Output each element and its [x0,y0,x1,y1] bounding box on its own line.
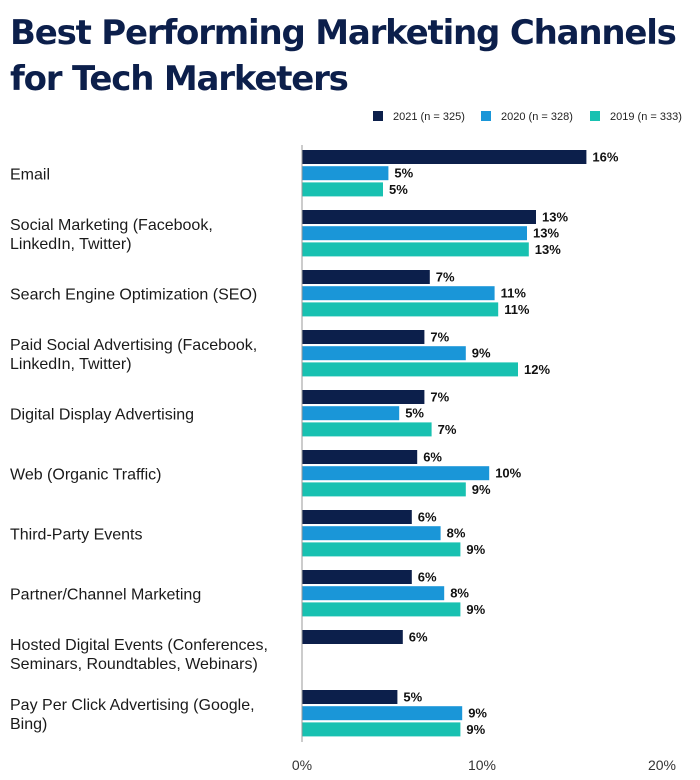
bar-1-0 [302,210,536,224]
category-label-line: Digital Display Advertising [10,406,194,423]
legend-label: 2019 (n = 333) [610,111,682,123]
category-label: Pay Per Click Advertising (Google, Bing) [10,697,255,733]
value-label: 9% [472,346,491,361]
value-label: 12% [524,362,550,377]
category-label: Third-Party Events [10,526,142,543]
category-label: Paid Social Advertising (Facebook, Linked… [10,337,257,373]
bar-5-2 [302,482,466,497]
value-label: 5% [394,166,413,181]
category-label-line: Third-Party Events [10,526,142,543]
x-tick-label: 10% [468,757,496,773]
value-label: 5% [405,406,424,421]
value-label: 6% [423,450,442,465]
bar-7-0 [302,570,412,584]
bar-9-1 [302,706,463,721]
bar-2-0 [302,270,430,284]
bar-6-2 [302,542,461,557]
category-label: Social Marketing (Facebook, LinkedIn, Twi… [10,217,213,253]
chart-title-line-1: Best Performing Marketing Channels [10,13,677,53]
value-label: 9% [468,706,487,721]
legend-swatch [373,111,383,121]
value-label: 10% [495,466,521,481]
category-label-line: Bing) [10,716,47,733]
value-label: 9% [466,602,485,617]
value-label: 7% [430,390,449,405]
value-label: 11% [504,302,530,317]
bar-3-0 [302,330,425,344]
value-label: 6% [409,630,428,645]
category-label-line: Web (Organic Traffic) [10,466,161,483]
value-label: 6% [418,570,437,585]
category-label-line: Pay Per Click Advertising (Google, [10,697,255,714]
legend-label: 2021 (n = 325) [393,111,465,123]
category-label: Partner/Channel Marketing [10,586,201,603]
bar-5-0 [302,450,418,464]
legend-swatch [590,111,600,121]
value-label: 13% [535,242,561,257]
value-label: 8% [450,586,469,601]
bar-9-0 [302,690,398,704]
value-labels: 16%5%5%13%13%13%7%11%11%7%9%12%7%5%7%6%1… [389,150,619,737]
bar-8-0 [302,630,403,644]
value-label: 9% [472,482,491,497]
bar-6-1 [302,526,441,541]
legend-label: 2020 (n = 328) [501,111,573,123]
category-labels: Email Social Marketing (Facebook, LinkedIn… [10,166,268,733]
category-label-line: Email [10,166,50,183]
value-label: 16% [592,150,618,165]
category-label-line: Partner/Channel Marketing [10,586,201,603]
bar-2-2 [302,302,499,317]
x-axis-ticks: 0% 10% 20% [292,757,676,773]
legend-swatch [481,111,491,121]
value-label: 7% [438,422,457,437]
category-label-line: Search Engine Optimization (SEO) [10,286,257,303]
category-label-line: LinkedIn, Twitter) [10,356,132,373]
category-label: Hosted Digital Events (Conferences, Semin… [10,637,268,673]
bar-4-0 [302,390,425,404]
bar-1-2 [302,242,529,257]
x-tick-label: 20% [648,757,676,773]
bar-3-2 [302,362,518,377]
value-label: 7% [430,330,449,345]
bar-0-2 [302,182,383,197]
value-label: 8% [447,526,466,541]
bars [302,150,587,737]
value-label: 13% [533,226,559,241]
value-label: 11% [501,286,527,301]
bar-1-1 [302,226,527,241]
category-label: Search Engine Optimization (SEO) [10,286,257,303]
chart-title: Best Performing Marketing Channels for T… [10,10,690,102]
value-label: 9% [466,722,485,737]
bar-5-1 [302,466,490,481]
bar-0-0 [302,150,587,164]
bar-7-1 [302,586,445,601]
value-label: 13% [542,210,568,225]
category-label: Email [10,166,50,183]
bar-3-1 [302,346,466,361]
category-label: Digital Display Advertising [10,406,194,423]
bar-2-1 [302,286,495,301]
bar-6-0 [302,510,412,524]
value-label: 5% [403,690,422,705]
legend: 2021 (n = 325) 2020 (n = 328) 2019 (n = 33… [373,111,682,123]
value-label: 9% [466,542,485,557]
value-label: 5% [389,182,408,197]
bar-4-2 [302,422,432,437]
bar-4-1 [302,406,400,421]
bar-0-1 [302,166,389,181]
category-label-line: Paid Social Advertising (Facebook, [10,337,257,354]
value-label: 7% [436,270,455,285]
x-tick-label: 0% [292,757,312,773]
category-label-line: Social Marketing (Facebook, [10,217,213,234]
bar-7-2 [302,602,461,617]
category-label-line: LinkedIn, Twitter) [10,236,132,253]
category-label-line: Seminars, Roundtables, Webinars) [10,656,258,673]
value-label: 6% [418,510,437,525]
bar-9-2 [302,722,461,737]
category-label: Web (Organic Traffic) [10,466,161,483]
chart-title-line-2: for Tech Marketers [10,59,349,99]
category-label-line: Hosted Digital Events (Conferences, [10,637,268,654]
